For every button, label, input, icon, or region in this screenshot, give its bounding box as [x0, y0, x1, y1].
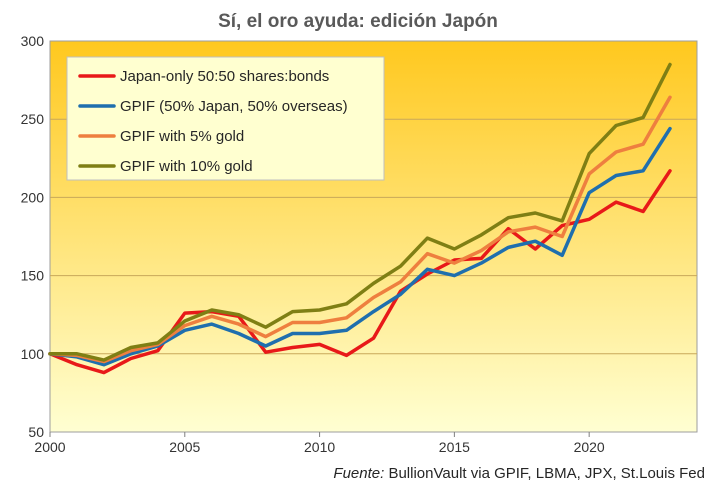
y-tick-label: 100 — [21, 346, 45, 362]
chart-title: Sí, el oro ayuda: edición Japón — [218, 11, 498, 32]
y-tick-label: 250 — [21, 111, 45, 127]
x-tick-label: 2005 — [169, 439, 200, 455]
source-note: Fuente: BullionVault via GPIF, LBMA, JPX… — [333, 465, 705, 482]
y-axis-ticks: 50 100 150 200 250 300 — [21, 33, 45, 440]
source-label: Fuente: — [333, 465, 384, 482]
x-tick-label: 2020 — [574, 439, 605, 455]
y-tick-label: 50 — [28, 424, 44, 440]
source-text: BullionVault via GPIF, LBMA, JPX, St.Lou… — [384, 465, 705, 482]
x-tick-label: 2010 — [304, 439, 335, 455]
legend-label-3: GPIF with 5% gold — [120, 128, 244, 145]
x-axis-ticks: 2000 2005 2010 2015 2020 — [34, 432, 605, 455]
x-tick-label: 2015 — [439, 439, 470, 455]
series-line-4 — [48, 62, 672, 362]
legend-box — [66, 56, 385, 181]
legend-label-4: GPIF with 10% gold — [120, 158, 253, 175]
series-line-3 — [48, 95, 672, 364]
series-line-2 — [48, 126, 672, 367]
legend-label-1: Japan-only 50:50 shares:bonds — [120, 68, 329, 85]
y-tick-label: 150 — [21, 268, 45, 284]
legend: Japan-only 50:50 shares:bonds GPIF (50% J… — [66, 56, 385, 181]
legend-label-2: GPIF (50% Japan, 50% overseas) — [120, 98, 348, 115]
y-tick-label: 200 — [21, 189, 45, 205]
x-tick-label: 2000 — [34, 439, 65, 455]
series-lines — [48, 62, 672, 375]
y-tick-label: 300 — [21, 33, 45, 49]
